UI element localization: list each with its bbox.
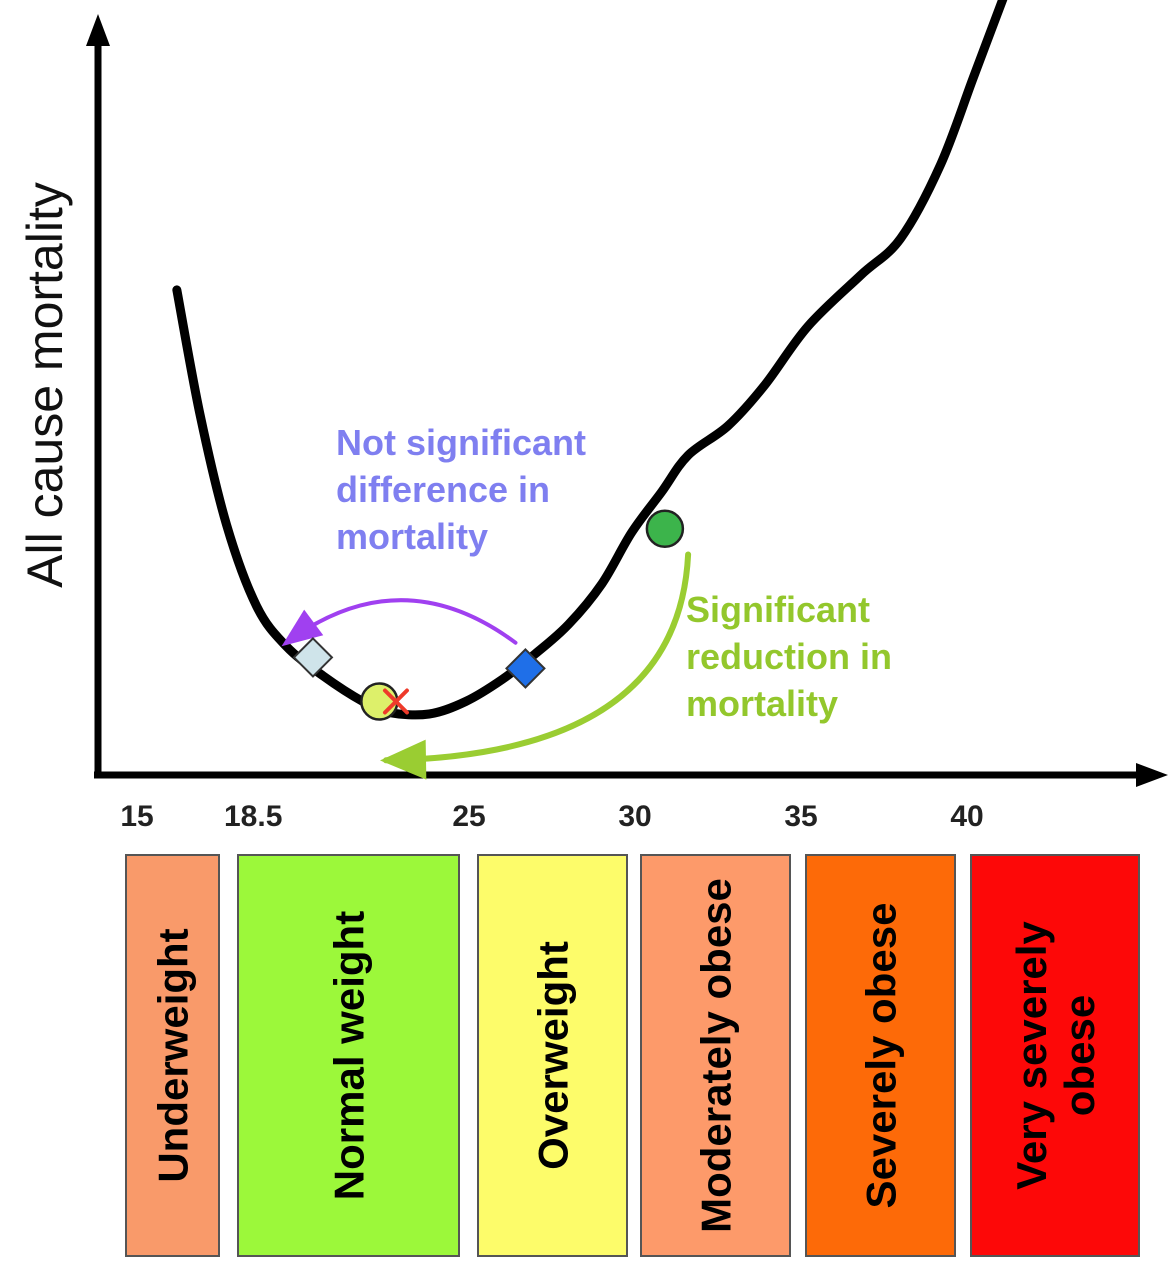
curve-markers [292,509,685,721]
category-label-line: obese [1056,995,1103,1116]
diamond-marker [505,648,546,689]
category-label-line: Severely obese [858,903,905,1209]
category-box: Severely obese [805,854,956,1257]
x-tick-label: 30 [618,800,651,833]
y-axis-label: All cause mortality [17,182,73,588]
category-box-fill [237,854,460,1257]
category-box-fill [477,854,628,1257]
annotation-line: Not significant [336,422,586,463]
annotation-line: difference in [336,469,550,510]
x-tick-label: 40 [950,800,983,833]
category-box: Very severelyobese [970,854,1140,1257]
category-box-fill [805,854,956,1257]
category-box-fill [125,854,220,1257]
annotation-arrowhead [281,609,324,647]
category-label: Very severelyobese [1008,921,1103,1190]
category-label-line: Underweight [150,928,197,1182]
category-label-line: Moderately obese [693,878,740,1233]
mortality-curve [172,0,1008,720]
category-box: Overweight [477,854,628,1257]
x-axis-arrowhead [1136,763,1168,787]
annotation-arrowhead [380,739,427,780]
annotation-arrows [281,551,692,780]
category-label: Severely obese [858,903,905,1209]
annotation-line: mortality [336,516,488,557]
category-label: Moderately obese [693,878,740,1233]
circle-marker [645,509,685,549]
category-label: Overweight [530,941,577,1170]
x-marker [382,688,409,715]
circle-marker [360,682,399,721]
category-box: Normal weight [237,854,460,1257]
category-box-fill [640,854,791,1257]
annotation-arrow [383,551,692,764]
annotation-line: reduction in [686,636,892,677]
x-tick-labels: 15 18.5 25 30 35 40 [120,800,983,833]
bmi-category-boxes: Underweight Normal weight Overweight Modera… [125,854,1140,1257]
x-tick-label: 25 [452,800,485,833]
x-tick-label: 18.5 [224,800,282,833]
annotation-line: mortality [686,683,838,724]
annotation-text: Significant reduction in mortality [686,589,892,724]
annotation-line: Significant [686,589,870,630]
category-label: Normal weight [326,911,373,1200]
category-box: Moderately obese [640,854,791,1257]
category-box: Underweight [125,854,220,1257]
category-box-fill [970,854,1140,1257]
category-label: Underweight [150,928,197,1182]
category-label-line: Overweight [530,941,577,1170]
category-label-line: Normal weight [326,911,373,1200]
y-axis-arrowhead [86,14,110,46]
annotation-arrow [284,598,518,645]
annotations: Not significant difference in mortalitySig… [336,422,892,724]
x-tick-label: 35 [784,800,817,833]
annotation-text: Not significant difference in mortality [336,422,586,557]
diamond-marker [292,636,334,678]
x-tick-label: 15 [120,800,153,833]
axes [86,14,1168,787]
category-label-line: Very severely [1008,921,1055,1190]
